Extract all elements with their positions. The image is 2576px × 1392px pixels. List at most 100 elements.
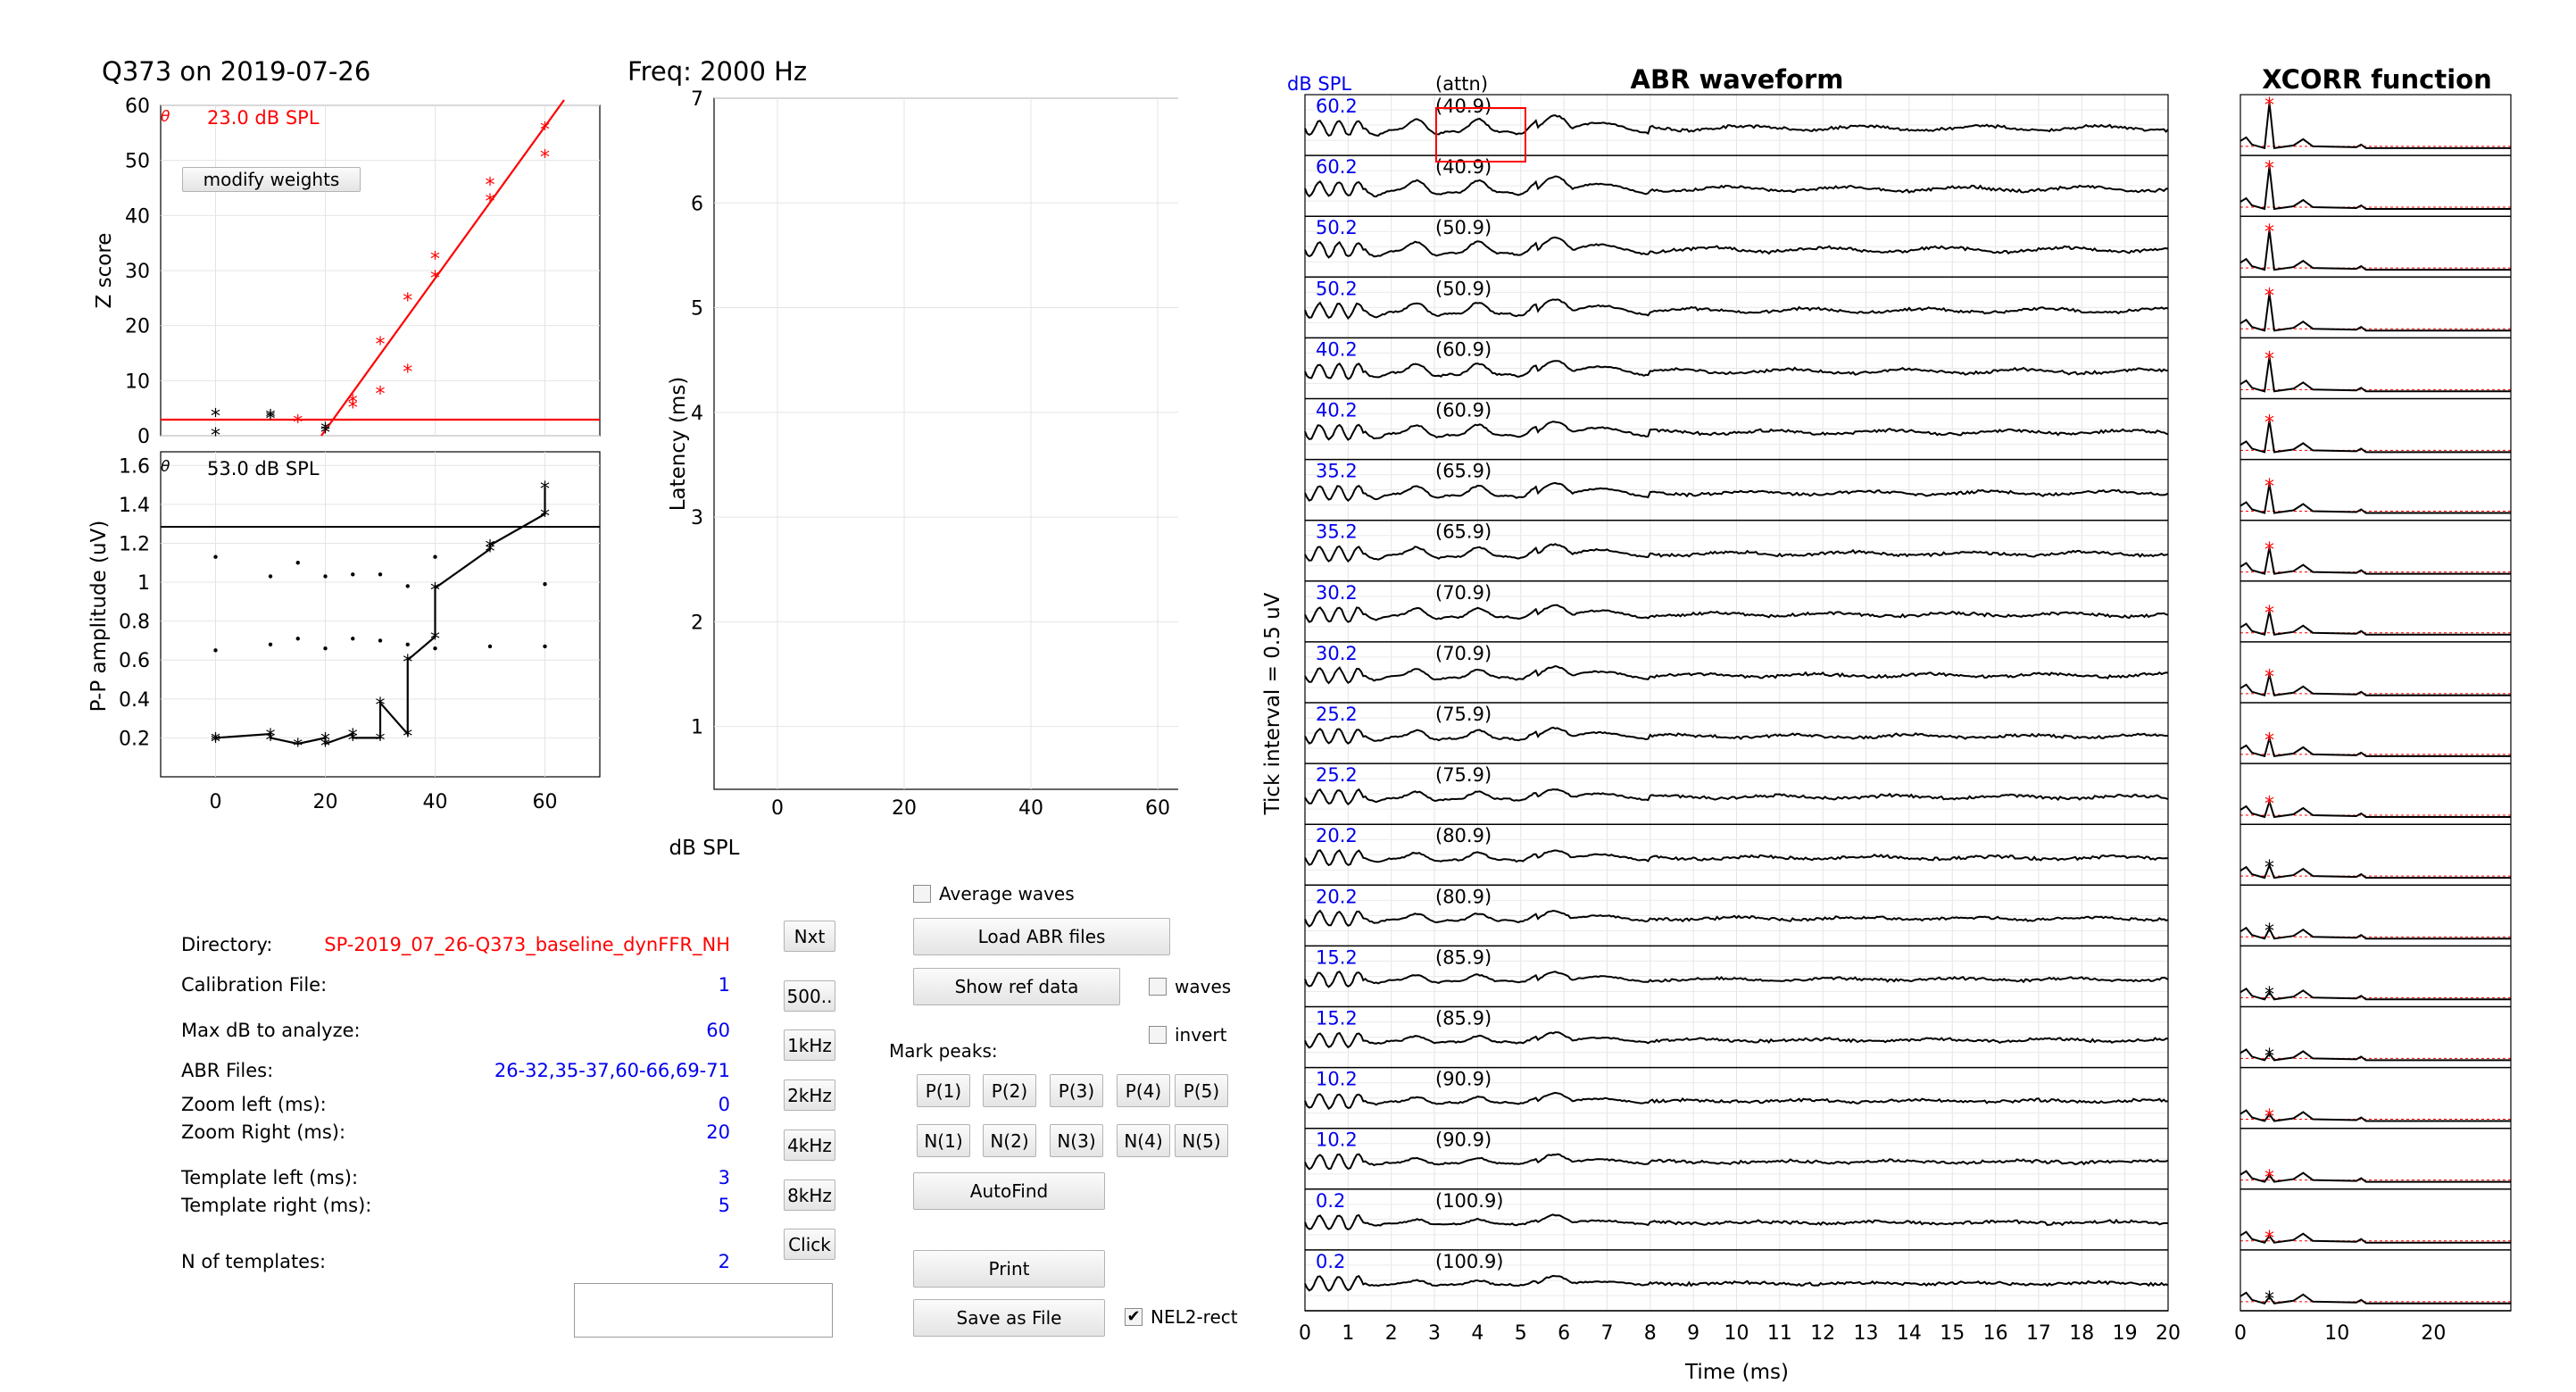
nel2-rect-checkbox[interactable]: ✔ [1125, 1308, 1143, 1326]
zscore-point: * [430, 268, 440, 290]
n5-button[interactable]: N(5) [1175, 1124, 1228, 1157]
waves-label: waves [1175, 976, 1232, 997]
abr-xtick: 2 [1385, 1322, 1398, 1345]
pp-dot [295, 637, 300, 641]
show-ref-data-button[interactable]: Show ref data [913, 968, 1120, 1005]
500hz-button[interactable]: 500.. [784, 980, 835, 1012]
2khz-button[interactable]: 2kHz [784, 1079, 835, 1111]
pp-dot [351, 572, 355, 577]
abr-files-value[interactable]: 26-32,35-37,60-66,69-71 [494, 1060, 730, 1081]
latency-xtick: 40 [1018, 797, 1043, 820]
zoom-left-value[interactable]: 0 [718, 1094, 730, 1115]
latency-plot[interactable]: 7 6 5 4 3 2 1 0 20 40 60 Latency (ms) dB SPL [625, 0, 1178, 875]
xcorr-trace [2239, 1291, 2511, 1304]
latency-ytick: 3 [691, 507, 703, 529]
n1-button[interactable]: N(1) [917, 1124, 970, 1157]
pp-point: * [376, 695, 386, 717]
latency-xtick: 0 [771, 797, 784, 820]
modify-weights-button[interactable]: modify weights [182, 167, 361, 192]
template-left-label: Template left (ms): [181, 1167, 359, 1188]
latency-ylabel: Latency (ms) [667, 377, 690, 512]
abr-xtick: 6 [1558, 1322, 1570, 1345]
save-as-file-button[interactable]: Save as File [913, 1299, 1105, 1337]
p1-button[interactable]: P(1) [917, 1074, 970, 1107]
calibration-value[interactable]: 1 [718, 974, 730, 996]
xcorr-trace [2239, 483, 2511, 514]
click-stimulus-button[interactable]: Click [784, 1229, 835, 1260]
print-button[interactable]: Print [913, 1250, 1105, 1288]
p5-button[interactable]: P(5) [1175, 1074, 1228, 1107]
abr-xtick: 10 [1724, 1322, 1749, 1345]
autofind-button[interactable]: AutoFind [913, 1172, 1105, 1210]
p3-button[interactable]: P(3) [1050, 1074, 1103, 1107]
abr-waveform-trace [1304, 604, 2169, 623]
pp-dot [433, 554, 437, 559]
zscore-point: * [320, 422, 330, 445]
load-abr-files-button[interactable]: Load ABR files [913, 918, 1170, 955]
template-right-value[interactable]: 5 [718, 1195, 730, 1216]
zscore-point: * [348, 397, 358, 420]
abr-waveform-trace [1304, 1031, 2168, 1049]
1khz-button[interactable]: 1kHz [784, 1029, 835, 1061]
abr-row-spl: 20.2 [1316, 886, 1358, 907]
abr-row-spl: 35.2 [1316, 461, 1358, 482]
n4-button[interactable]: N(4) [1117, 1124, 1170, 1157]
abr-row-attn: (80.9) [1435, 886, 1492, 907]
pp-dot [378, 638, 383, 643]
abr-row-spl: 30.2 [1316, 643, 1358, 664]
abr-row-spl: 10.2 [1316, 1069, 1358, 1090]
zscore-ytick: 30 [125, 261, 150, 283]
abr-row-attn: (80.9) [1435, 825, 1492, 846]
latency-xtick: 60 [1145, 797, 1170, 820]
pp-point: * [486, 541, 495, 563]
latency-ytick: 6 [691, 193, 703, 215]
pp-point: * [403, 652, 412, 674]
n2-button[interactable]: N(2) [983, 1124, 1036, 1157]
xcorr-trace [2239, 862, 2511, 879]
xcorr-peak-marker: * [2264, 1167, 2274, 1189]
theta-icon: θ [161, 458, 170, 476]
zscore-threshold-text: 23.0 dB SPL [207, 107, 320, 129]
pp-point: * [320, 729, 330, 752]
xcorr-peak-marker: * [2264, 1106, 2274, 1129]
abr-row-spl: 15.2 [1316, 1008, 1358, 1029]
xcorr-peak-marker: * [2264, 666, 2274, 688]
n-templates-value[interactable]: 2 [718, 1251, 730, 1272]
abr-xtick: 0 [1299, 1322, 1311, 1345]
zscore-point: * [430, 249, 440, 271]
xcorr-xtick: 10 [2324, 1322, 2349, 1345]
abr-waveform-trace [1304, 788, 2169, 806]
latency-ytick: 2 [691, 612, 703, 634]
pp-point: * [266, 726, 276, 748]
abr-row-attn: (65.9) [1435, 461, 1492, 482]
pp-xtick: 0 [210, 791, 222, 813]
template-left-value[interactable]: 3 [718, 1167, 730, 1188]
abr-row-spl: 60.2 [1316, 156, 1358, 178]
xcorr-xtick: 20 [2421, 1322, 2446, 1345]
abr-waveform-trace [1304, 970, 2169, 988]
abr-xtick: 4 [1471, 1322, 1483, 1345]
abr-row-attn: (85.9) [1435, 1008, 1492, 1029]
next-button[interactable]: Nxt [784, 921, 835, 952]
abr-row-spl: 60.2 [1316, 96, 1358, 117]
command-input[interactable] [574, 1283, 833, 1338]
abr-row-spl: 35.2 [1316, 521, 1358, 543]
n3-button[interactable]: N(3) [1050, 1124, 1103, 1157]
xcorr-plot[interactable]: XCORR function * * * * * * * * * * * * * * * * * * * * 0 10 2… [2214, 0, 2576, 1392]
abr-waveform-plot[interactable]: ABR waveform dB SPL (attn) Tick interval… [1232, 0, 2214, 1392]
max-db-value[interactable]: 60 [706, 1020, 730, 1041]
invert-checkbox[interactable] [1149, 1026, 1167, 1044]
8khz-button[interactable]: 8kHz [784, 1179, 835, 1211]
abr-waveform-trace [1304, 421, 2169, 441]
zoom-right-value[interactable]: 20 [706, 1121, 730, 1143]
average-waves-checkbox[interactable] [913, 885, 931, 903]
xcorr-peak-marker: * [2264, 857, 2274, 879]
abr-row-spl: 40.2 [1316, 338, 1358, 360]
p2-button[interactable]: P(2) [983, 1074, 1036, 1107]
p4-button[interactable]: P(4) [1117, 1074, 1170, 1107]
zscore-point: * [376, 334, 386, 356]
waves-checkbox[interactable] [1149, 978, 1167, 996]
4khz-button[interactable]: 4kHz [784, 1129, 835, 1161]
abr-xtick: 14 [1897, 1322, 1922, 1345]
